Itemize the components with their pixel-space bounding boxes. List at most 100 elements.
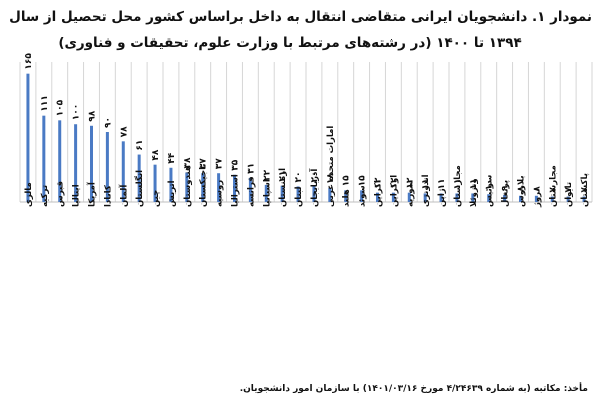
x-tick-label: سوئیس xyxy=(485,175,495,207)
data-label: ۲۰ xyxy=(294,171,304,182)
bar xyxy=(248,177,252,202)
bar xyxy=(360,190,364,202)
x-tick-label: ژاپن xyxy=(437,188,447,207)
bar xyxy=(391,192,395,202)
x-tick-label: کانادا xyxy=(103,185,113,207)
x-tick-label: هندوستان xyxy=(183,165,193,207)
x-tick-label: تاجیکستان xyxy=(199,164,209,208)
bar xyxy=(487,194,491,202)
x-tick-label: امارات متحده عربی xyxy=(326,126,336,207)
bar xyxy=(90,125,93,202)
bar xyxy=(121,141,125,202)
data-label: ۱۲ xyxy=(389,177,399,188)
bar xyxy=(312,186,316,202)
data-label: ۴۴ xyxy=(167,152,177,163)
bar xyxy=(407,192,411,202)
x-tick-label: ونزوئلا xyxy=(469,178,479,207)
x-tick-label: لبنان xyxy=(294,186,304,207)
x-tick-label: روسیه xyxy=(215,180,225,207)
x-tick-label: اسپانیا xyxy=(262,179,272,207)
bar xyxy=(137,154,141,202)
bar xyxy=(566,196,570,202)
x-tick-label: انگلستان xyxy=(134,170,145,207)
chart-title: نمودار ۱. دانشجویان ایرانی متقاضی انتقال… xyxy=(8,4,592,56)
x-tick-label: سوئد xyxy=(358,185,368,207)
bar xyxy=(201,173,205,202)
x-tick-label: بلاروس xyxy=(517,175,527,207)
x-tick-label: تایوان xyxy=(564,182,574,207)
data-label: ۷۸ xyxy=(119,126,129,137)
data-label: ۲۰ xyxy=(310,171,320,182)
x-tick-label: مالزی xyxy=(24,182,34,207)
bar xyxy=(519,195,522,202)
x-tick-label: هلند xyxy=(342,189,352,207)
data-label: ۱۲ xyxy=(374,177,384,188)
bar xyxy=(296,186,300,202)
x-tick-label: چین xyxy=(151,190,161,207)
bar xyxy=(582,196,586,202)
bar xyxy=(185,172,189,202)
x-tick-label: آلمان xyxy=(117,184,129,207)
bar xyxy=(550,196,554,202)
bar xyxy=(503,195,507,202)
x-tick-label: آمریکا xyxy=(86,181,98,207)
data-label: ۱۸ xyxy=(326,173,336,184)
data-label: ۱۰۵ xyxy=(56,99,66,116)
bar xyxy=(471,193,475,202)
x-tick-label: نروژ xyxy=(532,188,542,208)
data-label: ۷ xyxy=(548,187,558,193)
source-note: مأخذ: مکاتبه (به شماره ۴/۲۴۶۳۹ مورخ ۱۴۰۱… xyxy=(239,384,588,394)
x-tick-label: اوکراین xyxy=(389,175,399,207)
data-label: ۸ xyxy=(517,186,527,192)
data-label: ۱۰۰ xyxy=(72,104,82,120)
x-tick-label: مجارستان xyxy=(548,165,558,207)
data-label: ۸ xyxy=(532,186,542,192)
bar xyxy=(264,184,268,202)
chart-title-line-1: نمودار ۱. دانشجویان ایرانی متقاضی انتقال… xyxy=(9,9,592,25)
bar xyxy=(26,73,30,203)
bar xyxy=(376,192,379,202)
bar xyxy=(42,115,46,202)
bar xyxy=(455,193,459,202)
x-tick-label: پرتغال xyxy=(501,180,511,207)
data-label: ۹۰ xyxy=(103,117,113,128)
data-label: ۱۱ xyxy=(469,178,479,189)
data-label: ۴۸ xyxy=(151,149,161,160)
bar xyxy=(153,164,157,202)
data-label: ۱۲ xyxy=(405,177,415,188)
data-label: ۹ xyxy=(501,185,511,191)
data-label: ۳۷ xyxy=(215,158,225,169)
bar xyxy=(328,188,332,202)
x-tick-label: اندونزی xyxy=(421,174,431,207)
data-label: ۱۱ xyxy=(421,178,431,189)
data-label: ۱۱۱ xyxy=(40,95,50,111)
bar xyxy=(344,190,348,202)
chart-title-line-2: ۱۳۹۴ تا ۱۴۰۰ (در رشته‌های مرتبط با وزارت… xyxy=(58,35,522,51)
data-label: ۱۵ xyxy=(342,175,352,186)
data-label: ۳۱ xyxy=(246,163,256,174)
bar xyxy=(439,193,443,202)
x-tick-label: ترکیه xyxy=(40,185,50,207)
data-label: ۱۰ xyxy=(485,179,495,190)
x-tick-label: استرالیا xyxy=(231,174,241,207)
bar xyxy=(105,132,109,202)
bar xyxy=(233,174,236,202)
data-label: ۱۱ xyxy=(453,178,463,189)
bar xyxy=(58,120,62,202)
x-tick-label: اکراین xyxy=(374,180,384,207)
data-label: ۳۷ xyxy=(199,158,209,169)
x-tick-label: آذربایجان xyxy=(308,168,320,207)
bar xyxy=(217,173,221,202)
data-label: ۲۲ xyxy=(262,169,272,180)
x-tick-label: اتریش xyxy=(167,180,177,207)
data-label: ۶۱ xyxy=(135,140,145,151)
x-tick-label: پاکستان xyxy=(580,173,590,207)
data-label: ۳۵ xyxy=(231,159,241,170)
data-label: ۳۸ xyxy=(183,157,193,168)
data-label: ۹۸ xyxy=(88,110,98,121)
x-tick-label: قبرس xyxy=(56,181,66,207)
x-tick-label: مجارستان xyxy=(453,165,463,207)
bar xyxy=(169,167,173,202)
data-label: ۱۶۵ xyxy=(24,53,34,70)
data-label: ۷ xyxy=(564,187,574,193)
